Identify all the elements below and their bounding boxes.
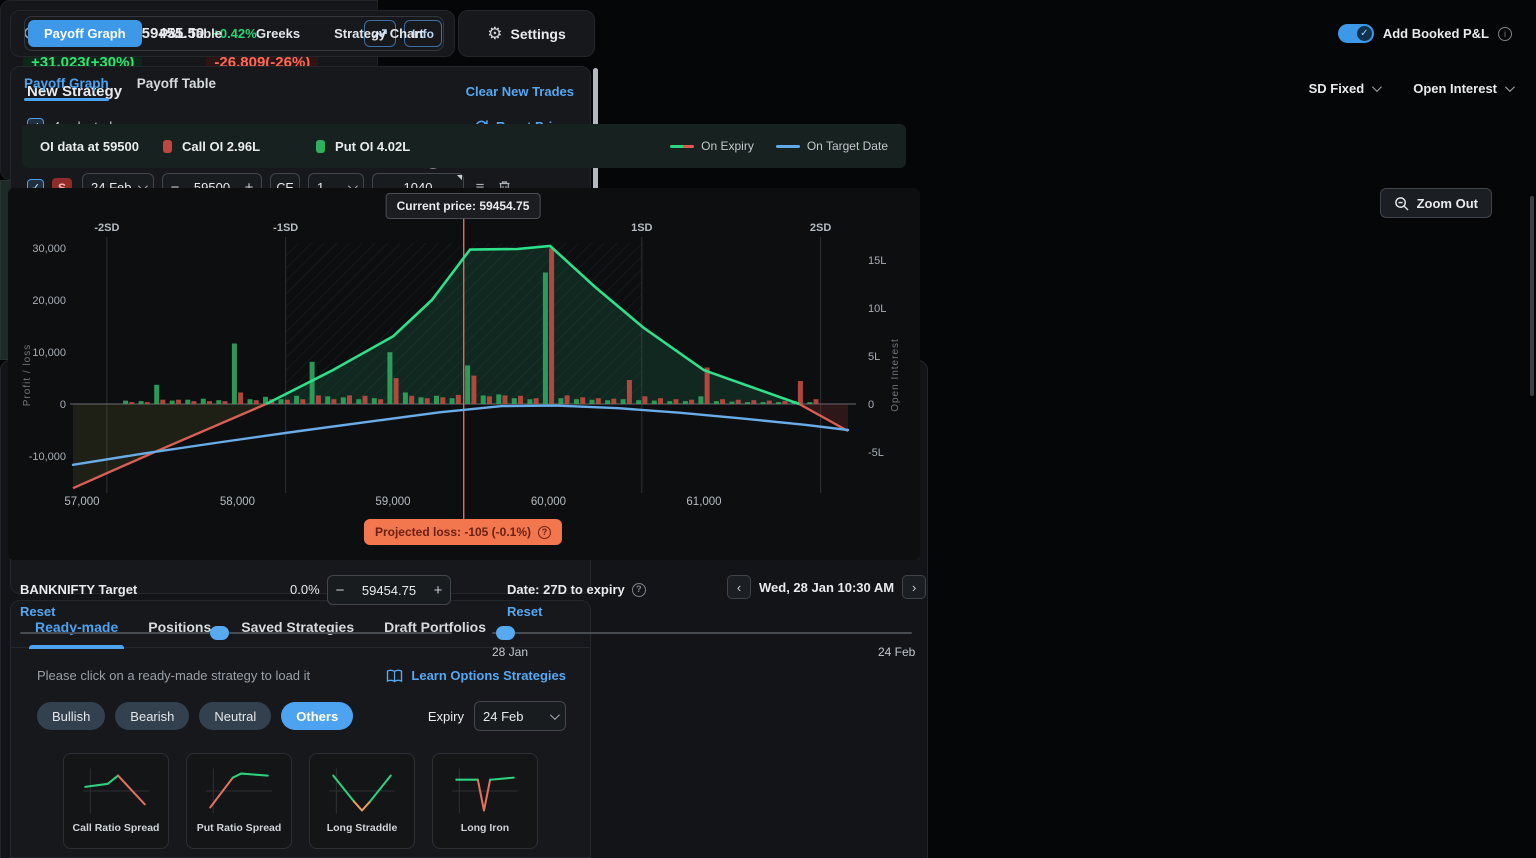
target-slider[interactable] [20,626,452,640]
target-minus-button[interactable]: − [335,581,345,599]
library-tabs: Ready-made Positions Saved Strategies Draft… [11,601,590,649]
svg-text:61,000: 61,000 [686,496,721,508]
date-range-end: 24 Feb [878,645,916,659]
svg-text:-10,000: -10,000 [29,451,66,463]
expiry-filter-select[interactable]: 24 Feb [474,701,566,731]
strategy-card-put-ratio-spread[interactable]: Put Ratio Spread [186,753,292,849]
learn-options-link[interactable]: Learn Options Strategies [386,668,566,683]
projected-loss-tooltip: Projected loss: -105 (-0.1%) ? [363,519,563,545]
target-slider-thumb[interactable] [210,626,230,640]
payoff-mini-icon [452,768,518,814]
payoff-mini-icon [206,768,272,814]
chart-button[interactable] [364,20,396,47]
settings-button[interactable]: ⚙ Settings [458,10,595,57]
settings-label: Settings [510,25,566,42]
svg-text:58,000: 58,000 [220,496,255,508]
strike-minus-button[interactable]: − [163,174,187,202]
sentiment-filters: Bullish Bearish Neutral Others [37,702,354,730]
target-percent: 0.0% [290,582,320,597]
payoff-mini-icon [83,768,149,814]
filter-pill-neutral[interactable]: Neutral [199,702,272,730]
strategy-card-label: Long Straddle [326,822,398,834]
right-panel-scrollbar[interactable] [1530,196,1534,396]
svg-text:0: 0 [868,399,874,411]
date-label: Date: 27D to expiry [507,582,625,597]
strategy-card-long-straddle[interactable]: Long Straddle [309,753,415,849]
svg-text:Profit / loss: Profit / loss [22,360,33,406]
library-tab-saved-strategies[interactable]: Saved Strategies [241,619,355,635]
date-value: Wed, 28 Jan 10:30 AM [759,579,895,595]
date-slider[interactable] [492,626,912,640]
date-reset-link[interactable]: Reset [507,604,543,619]
strategy-card-label: Call Ratio Spread [72,822,160,834]
projected-loss-help-icon[interactable]: ? [538,525,552,539]
date-slider-thumb[interactable] [496,626,516,640]
panel-title: New Strategy [27,83,123,100]
instrument-price: 59455.50 [141,25,205,42]
svg-text:-5L: -5L [868,447,884,459]
info-button[interactable]: Info [404,20,442,47]
svg-text:60,000: 60,000 [531,496,566,508]
svg-text:59,000: 59,000 [375,496,410,508]
payoff-mini-icon [329,768,395,814]
clear-new-trades-link[interactable]: Clear New Trades [465,84,574,99]
target-reset-link[interactable]: Reset [20,604,56,619]
date-next-button[interactable]: › [902,575,927,599]
date-prev-button[interactable]: ‹ [727,575,751,599]
strategy-card-long-iron[interactable]: Long Iron [432,753,538,849]
gear-icon: ⚙ [487,23,503,43]
filter-pill-bullish[interactable]: Bullish [37,702,106,730]
library-tab-ready-made[interactable]: Ready-made [28,619,125,649]
target-label: BANKNIFTY Target [20,582,138,597]
filter-pill-bearish[interactable]: Bearish [115,702,190,730]
strike-plus-button[interactable]: + [237,174,261,202]
strategy-card-label: Put Ratio Spread [196,822,282,834]
svg-text:Open Interest: Open Interest [890,360,901,412]
strategy-card-call-ratio-spread[interactable]: Call Ratio Spread [63,753,169,849]
expiry-filter-label: Expiry [427,708,464,724]
library-tab-positions[interactable]: Positions [148,619,212,635]
svg-text:0: 0 [60,399,66,411]
library-tab-draft-portfolios[interactable]: Draft Portfolios [384,619,487,635]
book-icon [387,669,403,682]
strategy-card-label: Long Iron [460,822,510,834]
svg-text:57,000: 57,000 [64,496,99,508]
chevron-down-icon [549,709,560,720]
library-hint: Please click on a ready-made strategy to… [37,668,311,683]
trending-up-icon [372,28,387,39]
target-plus-button[interactable]: + [433,581,443,599]
date-help-icon[interactable]: ? [631,582,646,597]
strategy-library-panel: Ready-made Positions Saved Strategies Draft… [10,600,591,858]
target-price-stepper[interactable]: −59454.75 + [327,575,451,605]
instrument-change: +0.42% [212,26,257,41]
svg-text:5L: 5L [868,360,880,363]
date-range-start: 28 Jan [492,645,529,659]
market-depth-icon[interactable]: ≡ [472,179,488,196]
filter-pill-others[interactable]: Others [281,702,354,730]
lots-value: 1 [317,180,324,195]
ready-made-cards: Call Ratio Spread Put Ratio Spread Long St… [11,731,590,849]
payoff-chart[interactable]: -2SD -1SD 1SD 2SD30,00020,00010,0000-10,000… [0,215,928,557]
